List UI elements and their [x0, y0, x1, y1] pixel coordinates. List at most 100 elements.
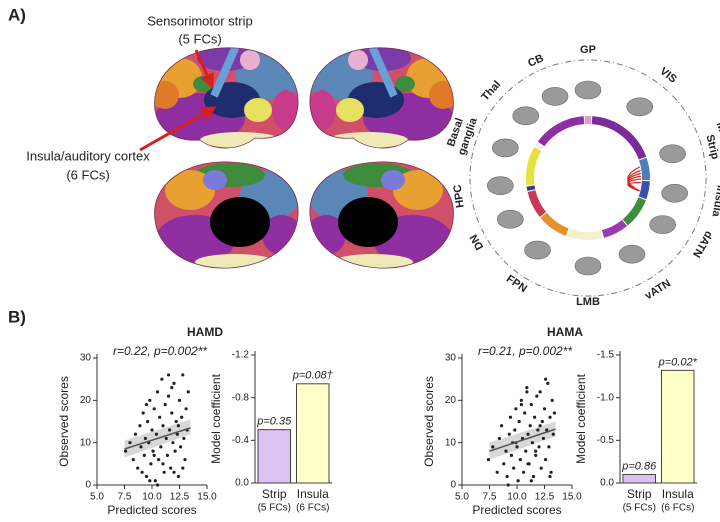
brain-thumbnail: [512, 106, 540, 126]
outer-ring: [469, 59, 707, 297]
point: [536, 428, 540, 432]
network-arc: [566, 228, 603, 240]
point: [176, 424, 180, 428]
point: [551, 432, 555, 436]
point: [525, 386, 529, 390]
x-tick-label: Strip: [627, 487, 652, 501]
x-tick-label: (6 FCs): [296, 503, 329, 514]
point: [540, 419, 544, 424]
brain-thumbnail: [497, 210, 524, 229]
point: [542, 407, 547, 411]
chart-title: HAMD: [187, 325, 223, 339]
point: [506, 483, 510, 487]
point: [176, 474, 180, 479]
brain-thumbnail: [649, 215, 676, 234]
network-label: Strip: [703, 133, 720, 160]
x-tick-label: 7.5: [118, 492, 132, 503]
brain-region: [197, 47, 253, 71]
brain-regions: [309, 47, 454, 148]
y-tick-label: 0: [85, 480, 91, 491]
y-tick-label: 20: [445, 395, 457, 406]
point: [159, 445, 163, 449]
y-tick-label: 30: [80, 353, 92, 364]
point: [124, 449, 128, 453]
x-tick-label: (6 FCs): [661, 503, 694, 514]
point: [519, 398, 524, 402]
stat-annotation: r=0.22, p=0.002**: [113, 344, 207, 358]
stat-annotation: r=0.21, p=0.002**: [478, 344, 572, 358]
point: [508, 415, 512, 419]
point: [170, 411, 174, 415]
x-tick-label: 15.0: [562, 492, 582, 503]
y-tick-label: 20: [80, 395, 92, 406]
annotation: Sensorimotor strip: [147, 13, 252, 28]
point: [136, 466, 140, 470]
x-tick-label: Insula: [297, 487, 329, 501]
arrow: [139, 106, 217, 152]
network-label: FPN: [504, 273, 529, 295]
x-tick-label: 5.0: [90, 492, 104, 503]
point: [128, 441, 132, 445]
point: [550, 398, 554, 402]
point: [548, 415, 552, 419]
network-arc: [526, 147, 542, 186]
point: [146, 419, 150, 424]
brain-edge: [309, 161, 454, 269]
brain-edge: [154, 47, 299, 149]
point: [537, 445, 541, 449]
point: [529, 479, 533, 483]
brain-regions: [309, 163, 453, 269]
point: [515, 445, 519, 449]
sensorimotor-strip: [368, 47, 398, 98]
network-label: VIS: [657, 65, 678, 85]
point: [184, 407, 188, 411]
x-tick-label: Insula: [662, 487, 694, 501]
point: [149, 462, 153, 466]
point: [504, 449, 508, 453]
point: [161, 424, 165, 428]
point: [163, 402, 167, 407]
brain-region: [355, 47, 411, 71]
brain-thumbnail: [626, 97, 654, 117]
point: [143, 436, 147, 441]
point: [155, 483, 160, 487]
point: [509, 453, 514, 457]
network-label: HPC: [452, 184, 467, 209]
brain-regions: [155, 163, 299, 269]
brain: [154, 161, 299, 269]
brain: [309, 47, 454, 149]
point: [170, 386, 174, 390]
brain-region: [210, 197, 270, 247]
point: [169, 466, 173, 470]
point: [173, 449, 177, 453]
point: [522, 470, 526, 474]
y-tick-label: -0.4: [232, 435, 250, 446]
point: [547, 445, 551, 449]
brain-thumbnail: [659, 144, 686, 164]
y-tick-label: 30: [445, 353, 457, 364]
x-tick-label: (5 FCs): [623, 503, 656, 514]
point: [526, 462, 530, 466]
point: [139, 445, 143, 449]
point: [180, 415, 184, 419]
point: [148, 398, 152, 402]
point: [546, 381, 550, 385]
network-label: CB: [526, 52, 545, 69]
point: [529, 402, 533, 407]
y-tick-label: -0.5: [597, 435, 615, 446]
brain-thumbnail: [574, 256, 602, 276]
y-tick-label: 0: [450, 480, 456, 491]
point: [171, 441, 175, 445]
point: [495, 470, 499, 474]
point: [133, 432, 138, 436]
point: [160, 377, 164, 381]
network-arc: [540, 212, 569, 236]
point: [512, 466, 516, 470]
point: [541, 436, 546, 441]
brain-thumbnail: [618, 244, 646, 264]
brain-thumbnail: [487, 176, 514, 195]
point: [552, 411, 557, 415]
point: [502, 462, 506, 466]
point: [534, 453, 538, 457]
